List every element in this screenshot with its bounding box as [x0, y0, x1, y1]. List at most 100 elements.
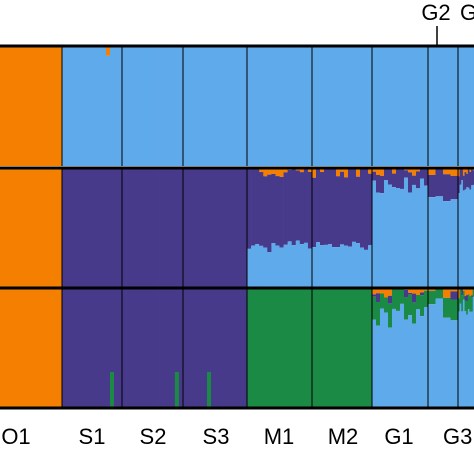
bar-g2-ind4-cluster2: [450, 175, 459, 200]
bar-m2-ind3-cluster2: [320, 172, 325, 246]
bar-o1-ind11-cluster1: [38, 288, 43, 408]
bar-g1-ind9-cluster3: [404, 177, 409, 288]
bar-s1-ind14-cluster2: [114, 46, 119, 166]
bar-s1-ind8-cluster2: [90, 46, 95, 166]
bar-g1-ind12-cluster1: [416, 168, 421, 172]
bar-m1-ind12-cluster2: [291, 169, 297, 246]
bar-g3-ind8-cluster1: [469, 168, 472, 172]
bar-g3-ind7-cluster2: [467, 46, 470, 166]
bar-o1-ind12-cluster1: [42, 168, 47, 288]
bar-g1-ind9-cluster2: [404, 289, 409, 298]
bar-g1-ind3-cluster3: [380, 293, 385, 309]
bar-m2-ind4-cluster3: [324, 244, 329, 288]
bar-m1-ind16-cluster3: [307, 288, 313, 408]
bar-m2-ind10-cluster3: [348, 288, 353, 408]
bar-g3-ind8-cluster2: [469, 171, 472, 190]
bar-m1-ind7-cluster2: [271, 173, 276, 244]
bar-m2-ind3-cluster2: [320, 46, 325, 166]
bar-g3-ind1-cluster3: [458, 298, 460, 312]
bar-m2-ind7-cluster2: [336, 46, 341, 166]
bar-g1-ind13-cluster3: [420, 178, 425, 288]
bar-s2-ind9-cluster2: [154, 288, 159, 408]
bar-g1-ind10-cluster1: [408, 288, 413, 293]
bar-g2-ind3-cluster2: [443, 174, 451, 202]
bar-o1-ind7-cluster1: [22, 288, 27, 408]
bar-s3-ind13-cluster2: [231, 46, 236, 166]
bar-o1-ind1-cluster1: [0, 46, 3, 166]
bar-m2-ind8-cluster1: [340, 168, 345, 172]
bar-g1-ind13-cluster3: [420, 295, 425, 317]
bar-g3-ind2-cluster2: [459, 46, 462, 166]
bar-s3-ind7-cluster2: [207, 46, 212, 166]
bar-s2-ind2-cluster2: [126, 288, 131, 408]
bar-g3-ind8-cluster2: [469, 46, 472, 166]
bar-s3-ind1-cluster2: [183, 46, 188, 166]
bar-s2-ind9-cluster2: [154, 46, 159, 166]
bar-m1-ind13-cluster2: [295, 46, 301, 166]
bar-g3-ind10-cluster3: [472, 288, 474, 297]
bar-s3-ind10-cluster2: [219, 168, 224, 288]
bar-o1-ind15-cluster1: [54, 168, 59, 288]
bar-s1-ind12-cluster1: [106, 46, 111, 56]
bar-m1-ind11-cluster2: [287, 169, 293, 242]
bar-m2-ind1-cluster1: [312, 168, 317, 178]
bar-g1-ind11-cluster1: [412, 168, 417, 176]
bar-s2-ind7-cluster2: [146, 46, 151, 166]
bar-s3-ind2-cluster2: [187, 168, 192, 288]
bar-g1-ind4-cluster3: [384, 179, 389, 288]
bar-m1-ind6-cluster3: [267, 252, 272, 288]
bar-s1-ind4-cluster2: [74, 288, 79, 408]
bar-s1-ind10-cluster2: [98, 168, 103, 288]
bar-s3-ind14-cluster2: [235, 288, 240, 408]
bar-g2-ind4-cluster3: [450, 299, 459, 321]
bar-s2-ind9-cluster2: [154, 168, 159, 288]
bar-g3-ind3-cluster2: [461, 288, 464, 296]
bar-g1-ind14-cluster2: [424, 46, 429, 166]
bar-g1-ind13-cluster2: [420, 292, 425, 296]
bar-m1-ind12-cluster3: [291, 245, 297, 288]
bar-o1-ind12-cluster1: [42, 288, 47, 408]
label-m2: M2: [328, 424, 359, 449]
bar-m2-ind14-cluster3: [364, 288, 369, 408]
bar-g2-ind2-cluster3: [435, 288, 444, 299]
bar-g1-ind9-cluster4: [404, 319, 409, 408]
bar-s3-ind15-cluster2: [239, 288, 244, 408]
bar-g1-ind10-cluster4: [408, 315, 413, 408]
bar-o1-ind11-cluster1: [38, 168, 43, 288]
bar-s2-ind1-cluster2: [122, 46, 127, 166]
bar-s2-ind6-cluster2: [142, 46, 147, 166]
bar-s1-ind6-cluster2: [82, 168, 87, 288]
bar-o1-ind9-cluster1: [30, 288, 35, 408]
bar-s3-ind3-cluster2: [191, 168, 196, 288]
bar-o1-ind2-cluster1: [2, 168, 7, 288]
bar-s2-ind1-cluster2: [122, 168, 127, 288]
bar-s2-ind10-cluster2: [158, 288, 164, 408]
bar-g3-ind6-cluster2: [466, 46, 469, 166]
bar-m2-ind15-cluster2: [368, 173, 373, 246]
bar-m2-ind3-cluster1: [320, 168, 325, 173]
bar-g1-ind4-cluster2: [384, 46, 389, 166]
bar-m1-ind13-cluster3: [295, 288, 301, 408]
bar-s3-ind4-cluster2: [195, 288, 200, 408]
bar-g1-ind7-cluster2: [396, 46, 401, 166]
bar-s3-ind11-cluster2: [223, 46, 228, 166]
bar-m2-ind6-cluster3: [332, 247, 337, 288]
bar-g2-ind3-cluster3: [443, 201, 451, 288]
bar-m2-ind8-cluster2: [340, 46, 345, 166]
bar-g2-ind4-cluster1: [450, 288, 459, 292]
bar-o1-ind5-cluster1: [14, 46, 19, 166]
top-population-labels: G2 G3: [421, 0, 474, 46]
bar-o1-ind15-cluster1: [54, 288, 59, 408]
bar-g3-ind9-cluster2: [471, 46, 474, 166]
bar-s3-ind11-cluster2: [223, 288, 228, 408]
bar-g3-ind3-cluster3: [461, 180, 464, 288]
bar-s2-ind15-cluster2: [178, 288, 184, 408]
bar-s1-ind6-cluster2: [82, 288, 87, 408]
bar-m1-ind9-cluster3: [279, 247, 284, 288]
bar-s2-ind3-cluster2: [130, 46, 135, 166]
bar-o1-ind14-cluster1: [50, 168, 55, 288]
bar-g1-ind8-cluster2: [400, 46, 405, 166]
bar-m1-ind5-cluster1: [263, 168, 268, 177]
bar-s1-ind1-cluster2: [62, 168, 67, 288]
